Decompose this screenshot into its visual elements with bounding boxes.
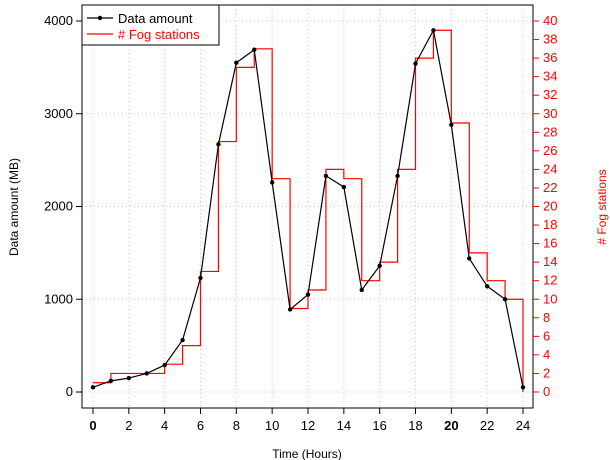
x-tick-label: 2 xyxy=(125,418,132,433)
y-tick-label: 0 xyxy=(66,384,73,399)
y2-tick-label: 40 xyxy=(543,13,557,28)
data-amount-point xyxy=(502,297,508,302)
y2-tick-label: 38 xyxy=(543,32,557,47)
data-amount-point xyxy=(449,122,454,128)
x-axis-title: Time (Hours) xyxy=(272,447,342,460)
data-amount-point xyxy=(180,337,185,343)
data-amount-point xyxy=(287,307,293,312)
data-amount-point xyxy=(359,287,364,293)
y2-tick-label: 0 xyxy=(543,384,550,399)
data-amount-point xyxy=(162,362,167,368)
x-tick-label: 20 xyxy=(444,418,458,433)
data-amount-point xyxy=(413,61,418,66)
y2-tick-label: 20 xyxy=(543,199,557,214)
data-amount-point xyxy=(144,371,149,376)
legend: Data amount # Fog stations xyxy=(81,4,220,46)
y-tick-label: 1000 xyxy=(44,291,73,306)
y2-tick-label: 18 xyxy=(543,217,557,232)
legend-label-fog-stations: # Fog stations xyxy=(118,27,200,42)
legend-marker-data-amount xyxy=(97,15,103,21)
x-tick-label: 18 xyxy=(408,418,422,433)
x-tick-label: 4 xyxy=(161,418,168,433)
x-tick-label: 14 xyxy=(337,418,351,433)
data-amount-point xyxy=(323,173,329,179)
y-tick-label: 2000 xyxy=(44,199,73,214)
data-amount-point xyxy=(252,47,257,52)
x-tick-label: 16 xyxy=(372,418,386,433)
data-amount-point xyxy=(234,60,239,65)
y-axis-title: Data amount (MB) xyxy=(7,158,21,256)
x-tick-label: 10 xyxy=(265,418,279,433)
data-amount-point xyxy=(216,142,221,147)
grid-layer xyxy=(82,5,533,408)
y2-tick-label: 36 xyxy=(543,50,557,65)
data-amount-point xyxy=(377,263,382,269)
x-tick-label: 8 xyxy=(233,418,240,433)
x-tick-label: 6 xyxy=(197,418,204,433)
data-amount-point xyxy=(198,275,203,281)
y2-tick-label: 32 xyxy=(543,87,557,102)
data-amount-point xyxy=(431,28,436,33)
data-amount-point xyxy=(395,173,400,179)
x-tick-label: 24 xyxy=(516,418,530,433)
y2-tick-label: 22 xyxy=(543,180,557,195)
data-amount-point xyxy=(467,256,472,261)
data-amount-point xyxy=(341,184,347,190)
series-fog-stations-step xyxy=(93,29,524,392)
data-amount-point xyxy=(305,292,311,297)
y2-axis-title: # Fog stations xyxy=(595,169,609,244)
data-amount-point xyxy=(90,385,96,390)
y2-tick-label: 12 xyxy=(543,273,557,288)
x-tick-label: 22 xyxy=(480,418,494,433)
y2-tick-label: 34 xyxy=(543,69,557,84)
series-layer xyxy=(90,28,526,392)
y2-tick-label: 26 xyxy=(543,143,557,158)
data-amount-point xyxy=(108,378,114,384)
axes-layer: 0 2 4 6 8 10 12 14 16 18 20 22 240100020003000400002… xyxy=(44,4,557,433)
y-tick-label: 3000 xyxy=(44,106,73,121)
y-tick-label: 4000 xyxy=(44,13,73,28)
x-tick-label: 0 xyxy=(89,418,96,433)
y2-tick-label: 10 xyxy=(543,291,557,306)
y2-tick-label: 4 xyxy=(543,347,550,362)
data-amount-point xyxy=(520,385,526,390)
legend-box xyxy=(81,4,220,46)
y2-tick-label: 6 xyxy=(543,328,550,343)
y2-tick-label: 8 xyxy=(543,310,550,325)
data-amount-point xyxy=(269,180,275,185)
data-amount-point xyxy=(484,284,490,289)
y2-tick-label: 30 xyxy=(543,106,557,121)
legend-label-data-amount: Data amount xyxy=(118,11,193,26)
y2-tick-label: 28 xyxy=(543,124,557,139)
y2-tick-label: 16 xyxy=(543,236,557,251)
y2-tick-label: 14 xyxy=(543,254,557,269)
x-tick-label: 12 xyxy=(301,418,315,433)
data-amount-point xyxy=(126,375,132,381)
y2-tick-label: 24 xyxy=(543,161,557,176)
y2-tick-label: 2 xyxy=(543,365,550,380)
